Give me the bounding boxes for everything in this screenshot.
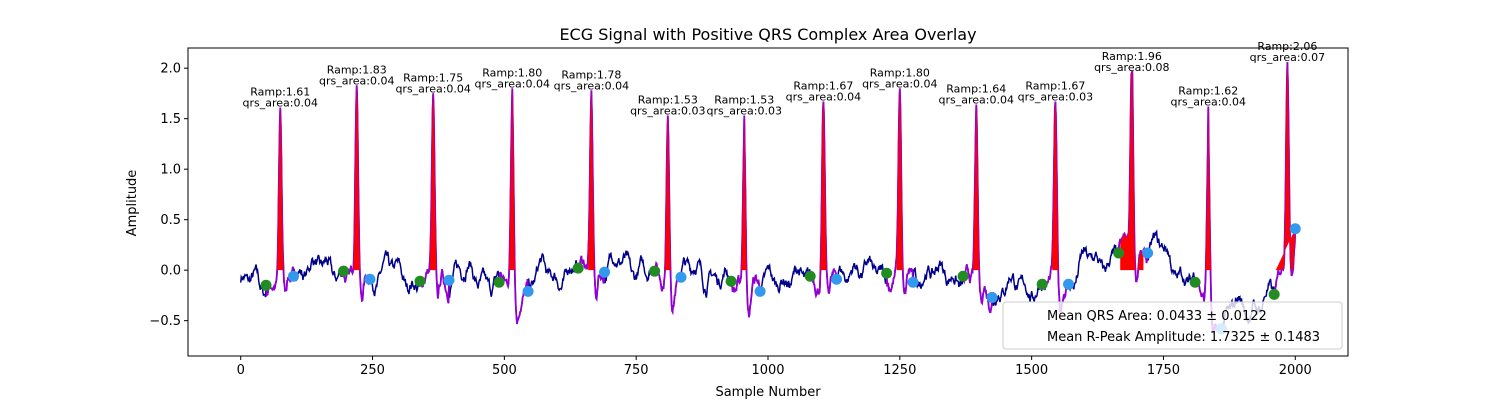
s-point-marker xyxy=(364,273,376,285)
peak-annotation-qrs-area: qrs_area:0.03 xyxy=(707,105,782,118)
qrs-segment-line xyxy=(730,115,761,318)
chart-title: ECG Signal with Positive QRS Complex Are… xyxy=(559,25,976,44)
qrs-area-fill xyxy=(277,107,284,271)
peak-annotation-qrs-area: qrs_area:0.04 xyxy=(243,97,318,110)
y-tick-label: 1.0 xyxy=(160,163,181,178)
s-point-marker xyxy=(287,270,299,282)
q-point-marker xyxy=(649,265,661,277)
q-point-marker xyxy=(414,275,426,287)
y-tick-label: 1.5 xyxy=(160,112,181,127)
qrs-area-fill xyxy=(588,90,595,271)
peak-annotation-ramp: Ramp:1.80 xyxy=(870,66,930,79)
x-tick-label: 1750 xyxy=(1147,363,1180,378)
q-point-marker xyxy=(804,270,816,282)
x-tick-label: 2000 xyxy=(1279,363,1312,378)
q-point-marker xyxy=(493,276,505,288)
qrs-area-fill xyxy=(664,115,671,271)
s-point-marker xyxy=(754,285,766,297)
q-point-marker xyxy=(572,262,584,274)
peak-annotation-ramp: Ramp:2.06 xyxy=(1257,40,1317,53)
qrs-area-fill xyxy=(741,115,748,271)
qrs-area-fill xyxy=(353,85,360,271)
x-tick-label: 500 xyxy=(492,363,517,378)
peak-annotation-qrs-area: qrs_area:0.03 xyxy=(1018,91,1093,104)
s-point-marker xyxy=(599,266,611,278)
s-point-marker xyxy=(522,285,534,297)
legend-box xyxy=(1002,301,1343,350)
x-tick-label: 1500 xyxy=(1015,363,1048,378)
q-point-marker xyxy=(260,279,272,291)
s-point-marker xyxy=(1289,223,1301,235)
plot-area: Ramp:1.61qrs_area:0.04Ramp:1.83qrs_area:… xyxy=(149,40,1349,378)
peak-annotation-ramp: Ramp:1.96 xyxy=(1102,50,1162,63)
peak-annotation-ramp: Ramp:1.61 xyxy=(250,86,310,99)
y-tick-label: 0.5 xyxy=(160,213,181,228)
peak-annotation-ramp: Ramp:1.67 xyxy=(1025,80,1085,93)
s-point-marker xyxy=(907,276,919,288)
qrs-area-fill xyxy=(1205,106,1212,271)
peak-annotation-ramp: Ramp:1.83 xyxy=(327,63,387,76)
q-point-marker xyxy=(338,265,350,277)
peak-annotation-qrs-area: qrs_area:0.04 xyxy=(786,91,861,104)
q-point-marker xyxy=(725,275,737,287)
q-point-marker xyxy=(1268,288,1280,300)
q-point-marker xyxy=(1036,278,1048,290)
legend: Mean QRS Area: 0.0433 ± 0.0122 Mean R-Pea… xyxy=(1002,301,1343,350)
x-tick-label: 250 xyxy=(360,363,385,378)
s-point-marker xyxy=(831,273,843,285)
qrs-area-fill xyxy=(820,101,827,271)
peak-annotation-qrs-area: qrs_area:0.04 xyxy=(554,79,629,92)
x-axis-label: Sample Number xyxy=(715,385,821,400)
q-point-marker xyxy=(957,270,969,282)
y-tick-label: 2.0 xyxy=(160,62,181,77)
legend-entry: Mean QRS Area: 0.0433 ± 0.0122 xyxy=(1047,309,1267,324)
s-point-marker xyxy=(986,291,998,303)
s-point-marker xyxy=(1142,247,1154,259)
peak-annotation-ramp: Ramp:1.75 xyxy=(403,71,463,84)
peak-annotation-qrs-area: qrs_area:0.04 xyxy=(475,77,550,90)
y-axis-label: Amplitude xyxy=(125,170,140,237)
peak-annotation-qrs-area: qrs_area:0.04 xyxy=(939,94,1014,107)
peak-annotation-qrs-area: qrs_area:0.04 xyxy=(319,74,394,87)
peak-annotation-qrs-area: qrs_area:0.03 xyxy=(630,105,705,118)
peak-annotation-qrs-area: qrs_area:0.04 xyxy=(862,77,937,90)
peak-annotation-ramp: Ramp:1.78 xyxy=(561,68,621,81)
x-tick-label: 750 xyxy=(624,363,649,378)
peak-annotation-ramp: Ramp:1.62 xyxy=(1178,85,1238,98)
peak-annotation-ramp: Ramp:1.53 xyxy=(638,94,698,107)
s-point-marker xyxy=(1063,278,1075,290)
q-point-marker xyxy=(881,267,893,279)
qrs-segment-line xyxy=(498,88,529,325)
y-tick-label: −0.5 xyxy=(149,314,181,329)
qrs-area-fill xyxy=(973,104,980,271)
peak-annotation-ramp: Ramp:1.64 xyxy=(946,83,1006,96)
qrs-area-fill xyxy=(509,88,516,271)
q-point-marker xyxy=(1113,247,1125,259)
peak-annotation-ramp: Ramp:1.53 xyxy=(714,94,774,107)
qrs-area-fill xyxy=(1052,101,1059,271)
y-tick-label: 0.0 xyxy=(160,264,181,279)
peak-annotation-qrs-area: qrs_area:0.04 xyxy=(395,82,470,95)
qrs-area-fill xyxy=(896,88,903,271)
q-point-marker xyxy=(1189,276,1201,288)
s-point-marker xyxy=(675,271,687,283)
peak-annotation-qrs-area: qrs_area:0.08 xyxy=(1094,61,1169,74)
qrs-area-fill xyxy=(1275,62,1296,271)
legend-entry: Mean R-Peak Amplitude: 1.7325 ± 0.1483 xyxy=(1047,330,1320,345)
peak-annotation-ramp: Ramp:1.67 xyxy=(793,80,853,93)
x-tick-label: 1000 xyxy=(751,363,784,378)
x-tick-label: 0 xyxy=(237,363,245,378)
plot-clip-group xyxy=(239,62,1301,335)
qrs-area-fill xyxy=(1120,71,1144,271)
qrs-area-fill xyxy=(430,93,437,271)
s-point-marker xyxy=(443,274,455,286)
peak-annotation-qrs-area: qrs_area:0.04 xyxy=(1171,96,1246,109)
peak-annotation-ramp: Ramp:1.80 xyxy=(482,66,542,79)
x-tick-label: 1250 xyxy=(883,363,916,378)
peak-annotation-qrs-area: qrs_area:0.07 xyxy=(1250,51,1325,64)
